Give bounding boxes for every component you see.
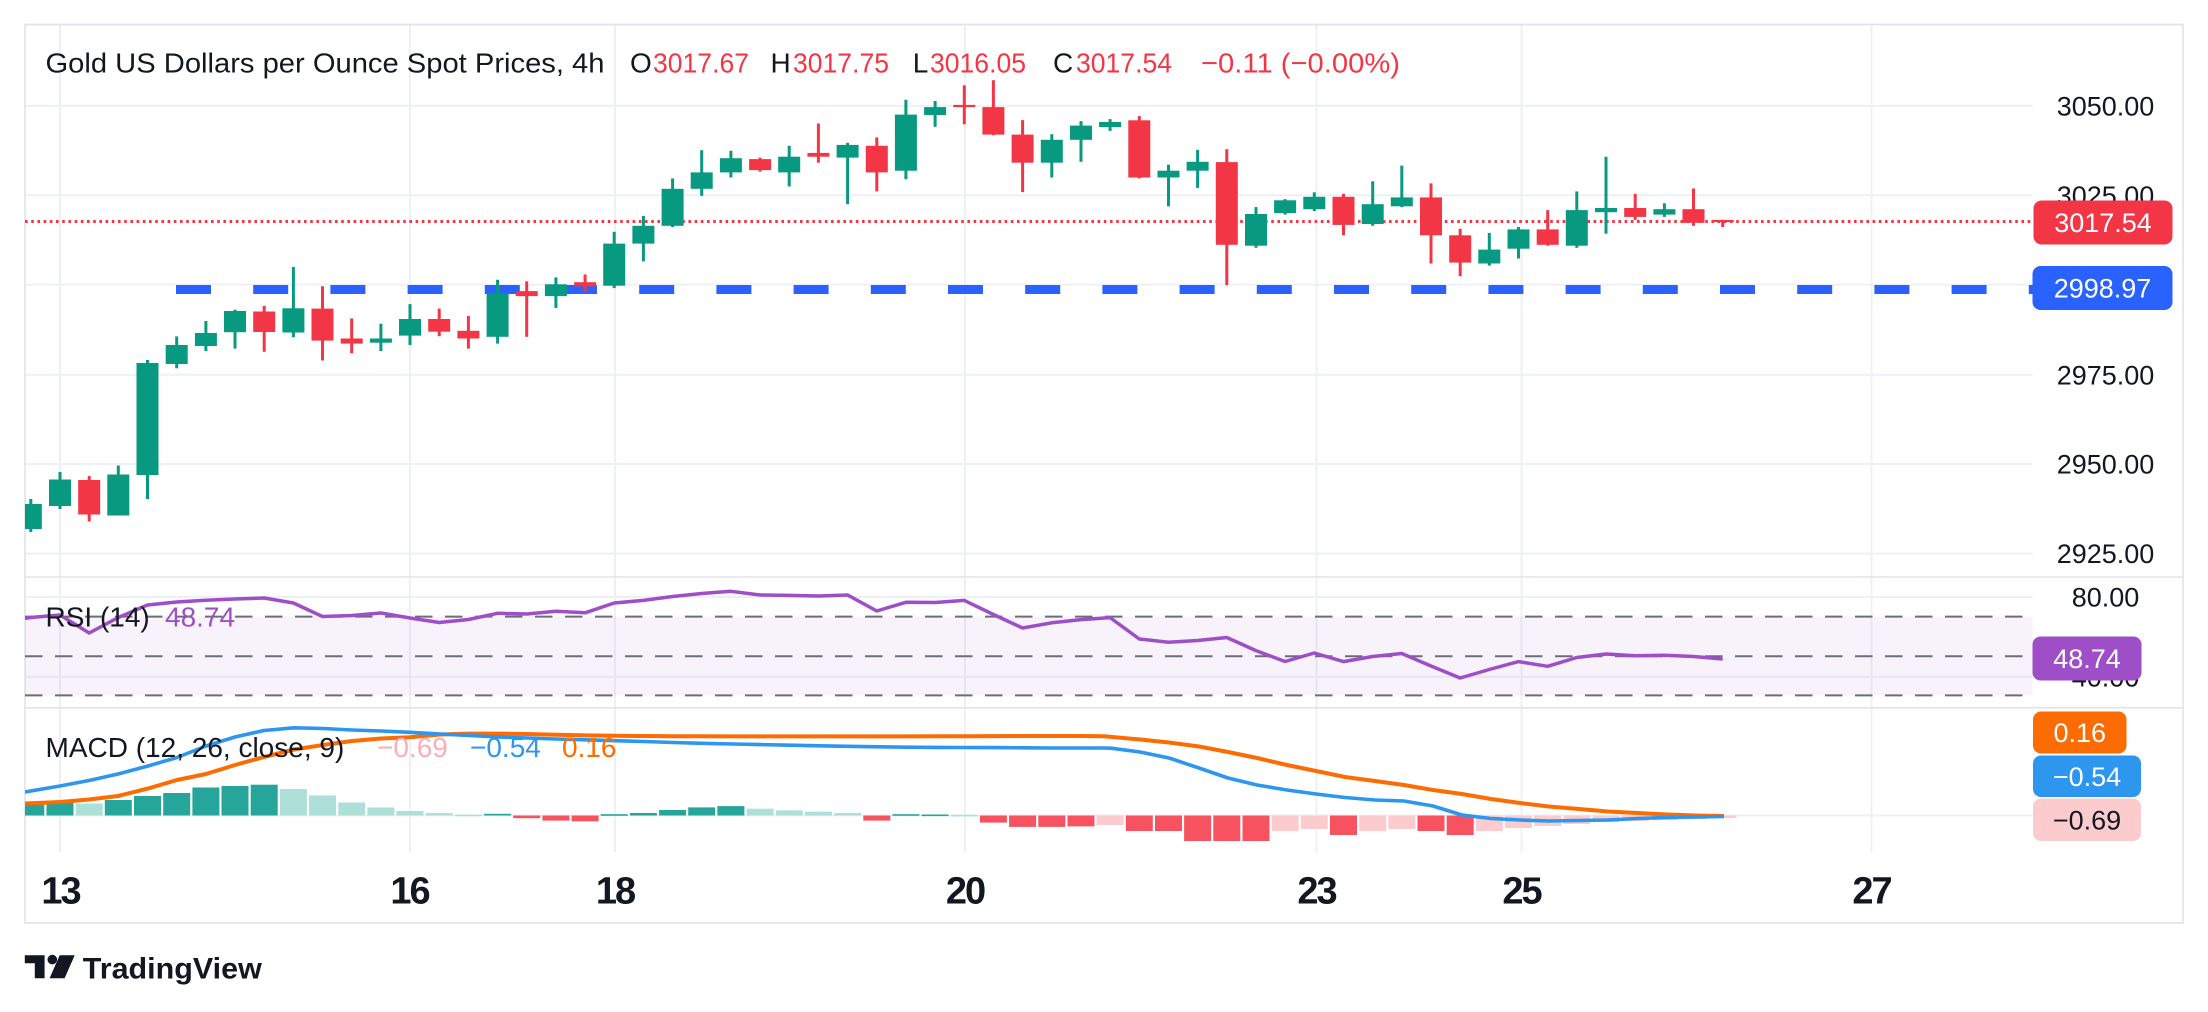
svg-text:MACD (12, 26, close, 9): MACD (12, 26, close, 9) <box>46 732 345 763</box>
svg-text:0.16: 0.16 <box>2053 718 2106 748</box>
svg-text:−0.54: −0.54 <box>470 732 541 763</box>
svg-text:2950.00: 2950.00 <box>2057 450 2155 480</box>
svg-text:48.74: 48.74 <box>165 602 235 633</box>
svg-text:3017.67: 3017.67 <box>653 48 749 79</box>
svg-text:C: C <box>1053 48 1073 79</box>
svg-text:25: 25 <box>1502 871 1542 913</box>
svg-text:2998.97: 2998.97 <box>2054 274 2152 304</box>
svg-text:80.00: 80.00 <box>2072 583 2140 613</box>
svg-text:2925.00: 2925.00 <box>2057 539 2155 569</box>
svg-text:3016.05: 3016.05 <box>930 48 1026 79</box>
svg-text:3017.54: 3017.54 <box>2054 208 2152 238</box>
svg-text:16: 16 <box>390 871 429 913</box>
svg-text:−0.11 (−0.00%): −0.11 (−0.00%) <box>1201 48 1400 79</box>
svg-text:−0.54: −0.54 <box>2053 762 2121 792</box>
svg-text:−0.69: −0.69 <box>2053 805 2121 835</box>
svg-text:3017.54: 3017.54 <box>1076 48 1172 79</box>
svg-text:H: H <box>771 48 791 79</box>
svg-text:2975.00: 2975.00 <box>2057 360 2155 390</box>
svg-text:18: 18 <box>596 871 635 913</box>
svg-text:TradingView: TradingView <box>83 953 263 986</box>
svg-text:RSI (14): RSI (14) <box>46 602 150 633</box>
svg-text:13: 13 <box>41 871 80 913</box>
svg-text:−0.69: −0.69 <box>377 732 448 763</box>
svg-text:0.16: 0.16 <box>562 732 617 763</box>
svg-text:48.74: 48.74 <box>2053 644 2121 674</box>
svg-text:27: 27 <box>1852 871 1891 913</box>
svg-text:3050.00: 3050.00 <box>2057 92 2155 122</box>
svg-text:3017.75: 3017.75 <box>793 48 889 79</box>
svg-text:Gold US Dollars per Ounce Spot: Gold US Dollars per Ounce Spot Prices, 4… <box>46 48 605 79</box>
svg-text:L: L <box>913 48 929 79</box>
svg-text:20: 20 <box>946 871 985 913</box>
svg-text:O: O <box>630 48 652 79</box>
svg-text:23: 23 <box>1297 871 1336 913</box>
